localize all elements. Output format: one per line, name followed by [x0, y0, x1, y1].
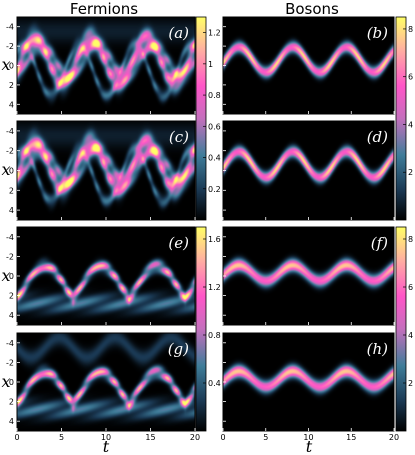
- y-tick-label: 4: [9, 417, 14, 426]
- colorbar-fermions-top: 1.2 1 0.8 0.6 0.4 0.2: [195, 16, 221, 221]
- x-tick-label: 15: [145, 433, 155, 442]
- colorbar-tick-label: 4: [408, 331, 413, 340]
- panel-h: (h) 0 5 10 15 20: [220, 332, 399, 442]
- y-tick-label: -2: [6, 252, 14, 261]
- x-tick-label: 20: [389, 433, 399, 442]
- panel-grid: (a) -4 -2 0 2 4 (b) (c) -4 -2 0 2 4 (d) (e) -4 -2 0 2 4 (f) (…: [6, 16, 399, 442]
- y-axis-label: x: [1, 160, 10, 179]
- heatmap-image: [223, 17, 394, 114]
- x-tick-label: 5: [59, 433, 64, 442]
- y-axis-label: x: [1, 372, 10, 391]
- y-tick-label: -2: [6, 358, 14, 367]
- x-tick-label: 20: [190, 433, 200, 442]
- panel-label: (d): [367, 128, 388, 146]
- panel-label: (g): [168, 340, 189, 358]
- colorbar-fermions-bottom: 1.6 1.2 0.8 0.4: [195, 226, 221, 432]
- y-tick-label: -4: [6, 127, 14, 136]
- y-axis-label: x: [1, 266, 10, 285]
- y-tick-label: 0: [9, 378, 14, 387]
- y-tick-label: 4: [9, 100, 14, 109]
- y-tick-label: 0: [9, 167, 14, 176]
- colorbar-tick-label: 4: [408, 120, 413, 129]
- panel-a: (a) -4 -2 0 2 4: [6, 16, 196, 115]
- panel-label: (h): [367, 340, 389, 358]
- panel-label: (a): [168, 24, 189, 42]
- colorbar-tick-label: 1.2: [208, 283, 221, 292]
- heatmap-image: [223, 121, 394, 220]
- colorbar-tick-label: 2: [408, 168, 413, 177]
- colorbar-bosons-top: 8 6 4 2: [395, 16, 413, 221]
- y-tick-label: 4: [9, 311, 14, 320]
- colorbar-tick-label: 0.6: [208, 122, 221, 131]
- colorbar-tick-label: 0.8: [208, 331, 221, 340]
- colorbar-tick-label: 0.4: [208, 379, 221, 388]
- axis-labels: x x x x t t: [1, 55, 312, 455]
- heatmap-image: [223, 227, 394, 325]
- x-axis-label: t: [103, 437, 110, 455]
- y-tick-label: 2: [9, 186, 14, 195]
- panel-b: (b): [222, 16, 395, 115]
- colorbar-gradient: [195, 226, 207, 432]
- panel-label: (f): [371, 234, 388, 252]
- x-tick-label: 0: [14, 433, 19, 442]
- colorbar-tick-label: 8: [408, 235, 413, 244]
- y-tick-label: -4: [6, 23, 14, 32]
- heatmap-image: [223, 333, 394, 431]
- column-title-bosons: Bosons: [285, 0, 339, 18]
- y-tick-label: 2: [9, 292, 14, 301]
- panel-label: (b): [367, 24, 388, 42]
- colorbar-tick-label: 6: [408, 73, 413, 82]
- colorbar-gradient: [395, 226, 407, 432]
- colorbar-tick-label: 0.4: [208, 154, 221, 163]
- panel-c: (c) -4 -2 0 2 4: [6, 120, 196, 221]
- y-tick-label: 0: [9, 272, 14, 281]
- colorbar-gradient: [195, 16, 207, 221]
- panel-f: (f): [222, 226, 395, 326]
- x-tick-label: 10: [303, 433, 313, 442]
- y-tick-label: 4: [9, 206, 14, 215]
- heatmap-image: [17, 121, 195, 220]
- colorbar-tick-label: 8: [408, 25, 413, 34]
- y-tick-label: -2: [6, 42, 14, 51]
- panel-label: (c): [169, 128, 189, 146]
- heatmap-image: [17, 227, 195, 325]
- y-tick-label: 0: [9, 62, 14, 71]
- y-tick-label: -4: [6, 339, 14, 348]
- x-tick-label: 15: [346, 433, 356, 442]
- heatmap-image: [17, 17, 195, 114]
- colorbar-bosons-bottom: 8 6 4 2: [395, 226, 413, 432]
- y-tick-label: -4: [6, 233, 14, 242]
- y-tick-label: -2: [6, 147, 14, 156]
- panel-e: (e) -4 -2 0 2 4: [6, 226, 196, 326]
- y-tick-label: 2: [9, 398, 14, 407]
- panel-label: (e): [168, 234, 189, 252]
- x-axis-label: t: [306, 437, 313, 455]
- colorbar-gradient: [395, 16, 407, 221]
- colorbar-tick-label: 6: [408, 283, 413, 292]
- x-tick-label: 5: [263, 433, 268, 442]
- colorbar-tick-label: 1.6: [208, 235, 221, 244]
- colorbar-tick-label: 0.8: [208, 91, 221, 100]
- y-tick-label: 2: [9, 81, 14, 90]
- colorbar-tick-label: 0.2: [208, 185, 221, 194]
- y-axis-label: x: [1, 55, 10, 74]
- panel-d: (d): [222, 120, 395, 221]
- colorbar-tick-label: 2: [408, 379, 413, 388]
- heatmap-image: [17, 333, 195, 431]
- x-tick-label: 10: [101, 433, 111, 442]
- column-title-fermions: Fermions: [70, 0, 138, 18]
- x-tick-label: 0: [220, 433, 225, 442]
- colorbar-tick-label: 1.2: [208, 29, 221, 38]
- colorbars: 1.2 1 0.8 0.6 0.4 0.2 8 6 4 2 1.6 1.2 0.8 0.4 8 6 4 2: [195, 16, 413, 432]
- colorbar-tick-label: 1: [208, 60, 213, 69]
